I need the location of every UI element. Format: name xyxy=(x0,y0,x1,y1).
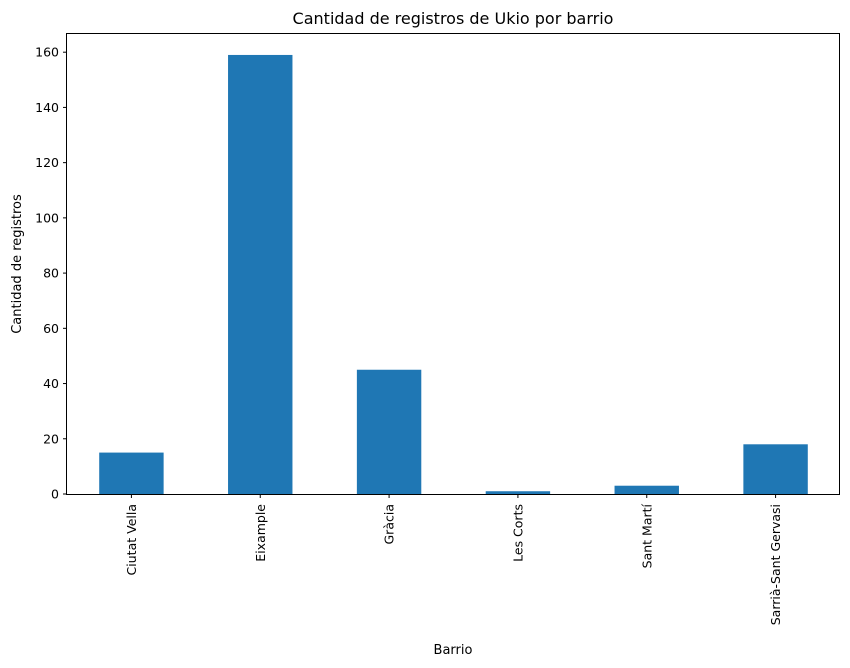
y-tick-label: 0 xyxy=(51,487,59,502)
y-axis-ticks: 0 20 40 60 80 100 120 140 160 xyxy=(35,45,67,502)
bar xyxy=(743,444,808,494)
y-tick-label: 120 xyxy=(35,155,59,170)
y-tick-label: 40 xyxy=(43,376,59,391)
y-tick-label: 60 xyxy=(43,321,59,336)
x-tick-label: Ciutat Vella xyxy=(124,504,139,575)
x-tick-label: Gràcia xyxy=(382,504,397,545)
bar xyxy=(614,485,679,494)
x-tick-label: Eixample xyxy=(253,504,268,562)
bar xyxy=(99,452,164,494)
plot-frame xyxy=(66,33,840,495)
y-axis-label: Cantidad de registros xyxy=(10,194,25,334)
x-tick-label: Sarrià-Sant Gervasi xyxy=(768,504,783,625)
y-tick-label: 160 xyxy=(35,45,59,60)
bar xyxy=(485,491,551,494)
y-tick-label: 140 xyxy=(35,100,59,115)
y-tick-label: 20 xyxy=(43,431,59,446)
x-tick-label: Les Corts xyxy=(510,504,525,562)
bars-group xyxy=(99,54,808,494)
bar xyxy=(356,369,422,494)
x-axis-label: Barrio xyxy=(434,643,473,658)
bar xyxy=(228,54,293,494)
chart-title: Cantidad de registros de Ukio por barrio xyxy=(293,9,614,28)
x-axis-ticks: Ciutat Vella Eixample Gràcia Les Corts Sant … xyxy=(124,494,783,625)
y-tick-label: 80 xyxy=(43,266,59,281)
x-tick-label: Sant Martí xyxy=(639,503,654,568)
y-tick-label: 100 xyxy=(35,210,59,225)
